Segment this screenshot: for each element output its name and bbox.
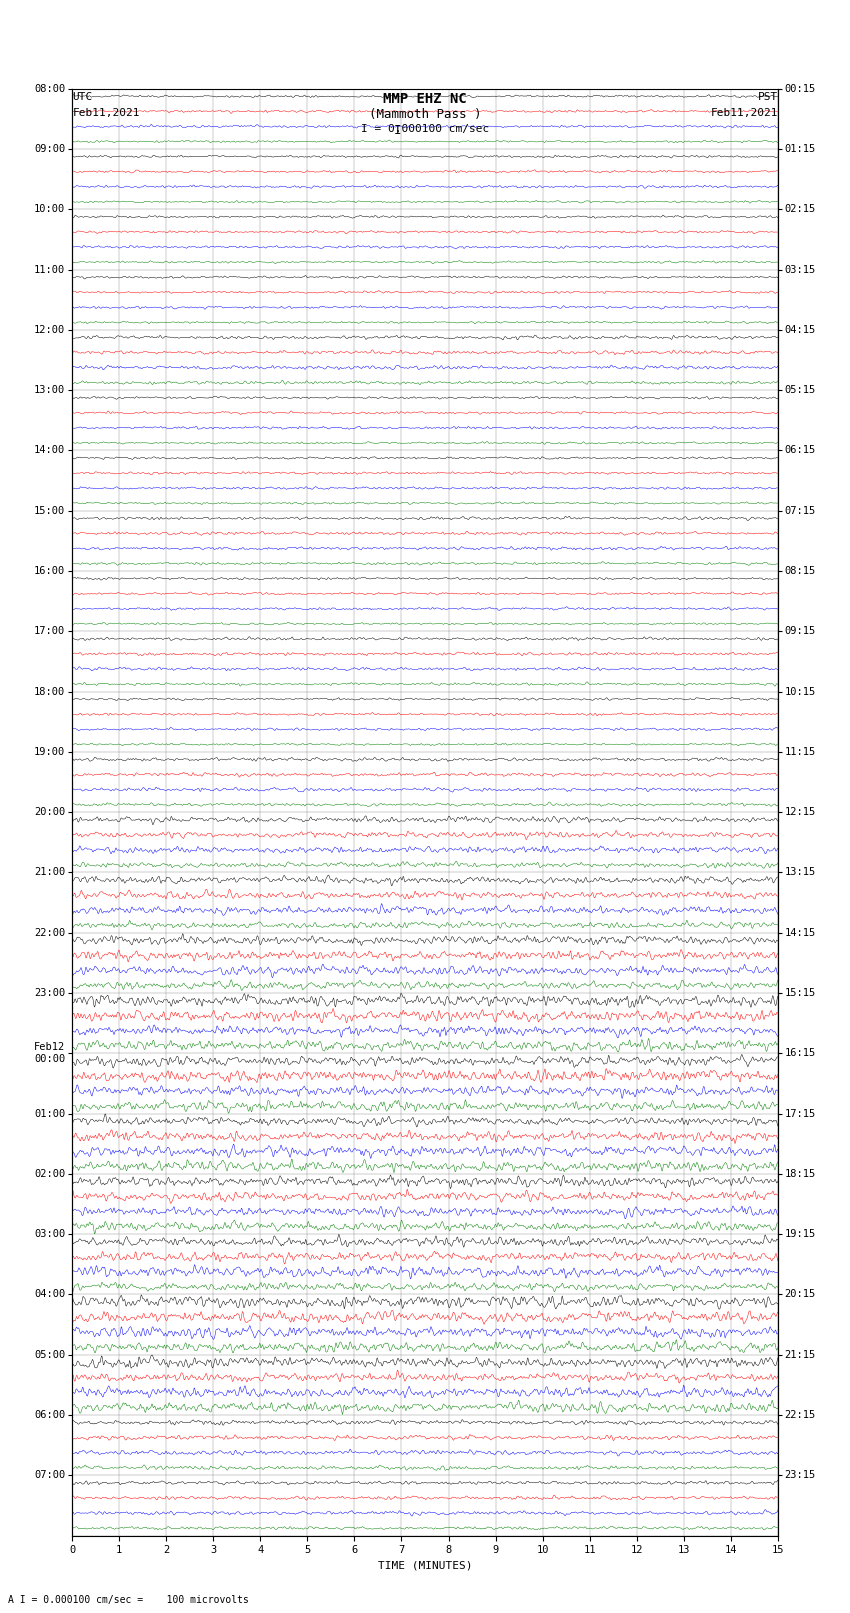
Text: I = 0.000100 cm/sec: I = 0.000100 cm/sec bbox=[361, 124, 489, 134]
X-axis label: TIME (MINUTES): TIME (MINUTES) bbox=[377, 1561, 473, 1571]
Text: MMP EHZ NC: MMP EHZ NC bbox=[383, 92, 467, 106]
Text: A I = 0.000100 cm/sec =    100 microvolts: A I = 0.000100 cm/sec = 100 microvolts bbox=[8, 1595, 249, 1605]
Text: (Mammoth Pass ): (Mammoth Pass ) bbox=[369, 108, 481, 121]
Text: Feb11,2021: Feb11,2021 bbox=[72, 108, 139, 118]
Text: Feb11,2021: Feb11,2021 bbox=[711, 108, 778, 118]
Text: PST: PST bbox=[757, 92, 778, 102]
Text: I: I bbox=[394, 124, 401, 137]
Text: UTC: UTC bbox=[72, 92, 93, 102]
